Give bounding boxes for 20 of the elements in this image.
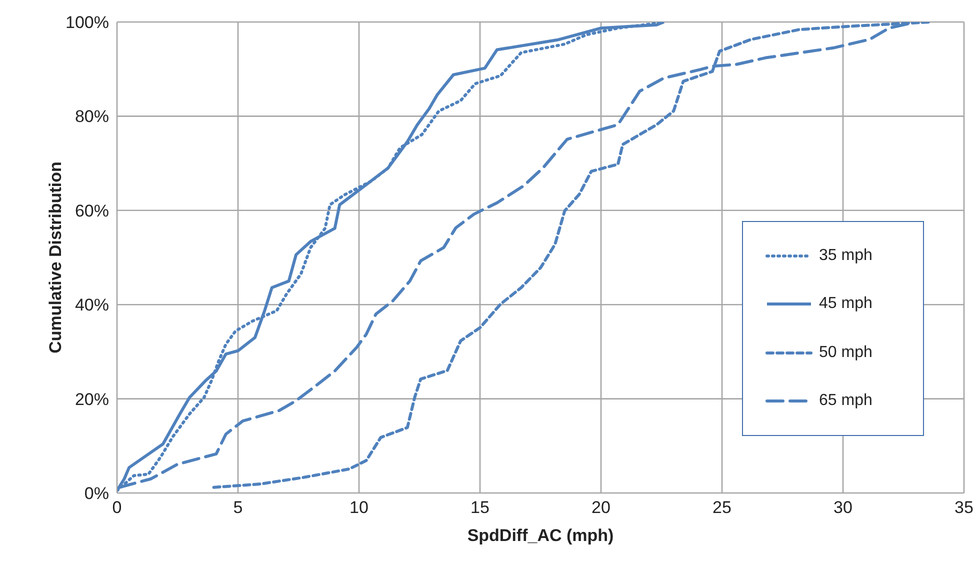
x-tick-label: 20 xyxy=(592,498,610,518)
legend-label: 35 mph xyxy=(819,247,872,266)
y-tick-label: 100% xyxy=(66,13,109,32)
legend-label: 45 mph xyxy=(819,295,872,314)
legend-label: 65 mph xyxy=(819,392,872,410)
x-tick-label: 0 xyxy=(112,498,122,518)
y-tick-label: 60% xyxy=(74,201,109,220)
y-axis-title: Cumulative Distribution xyxy=(46,162,66,354)
x-tick-label: 25 xyxy=(712,498,732,518)
x-tick-label: 30 xyxy=(834,498,852,518)
y-tick-label: 20% xyxy=(74,390,109,409)
x-axis-title: SpdDiff_AC (mph) xyxy=(467,526,614,546)
x-tick-label: 35 xyxy=(954,498,974,518)
x-tick-label: 15 xyxy=(470,498,490,518)
x-tick-label: 10 xyxy=(350,498,368,518)
y-tick-label: 0% xyxy=(84,484,109,504)
x-tick-label: 5 xyxy=(233,498,243,518)
legend-label: 50 mph xyxy=(819,344,872,362)
y-tick-label: 80% xyxy=(74,107,109,126)
y-tick-label: 40% xyxy=(74,296,109,315)
